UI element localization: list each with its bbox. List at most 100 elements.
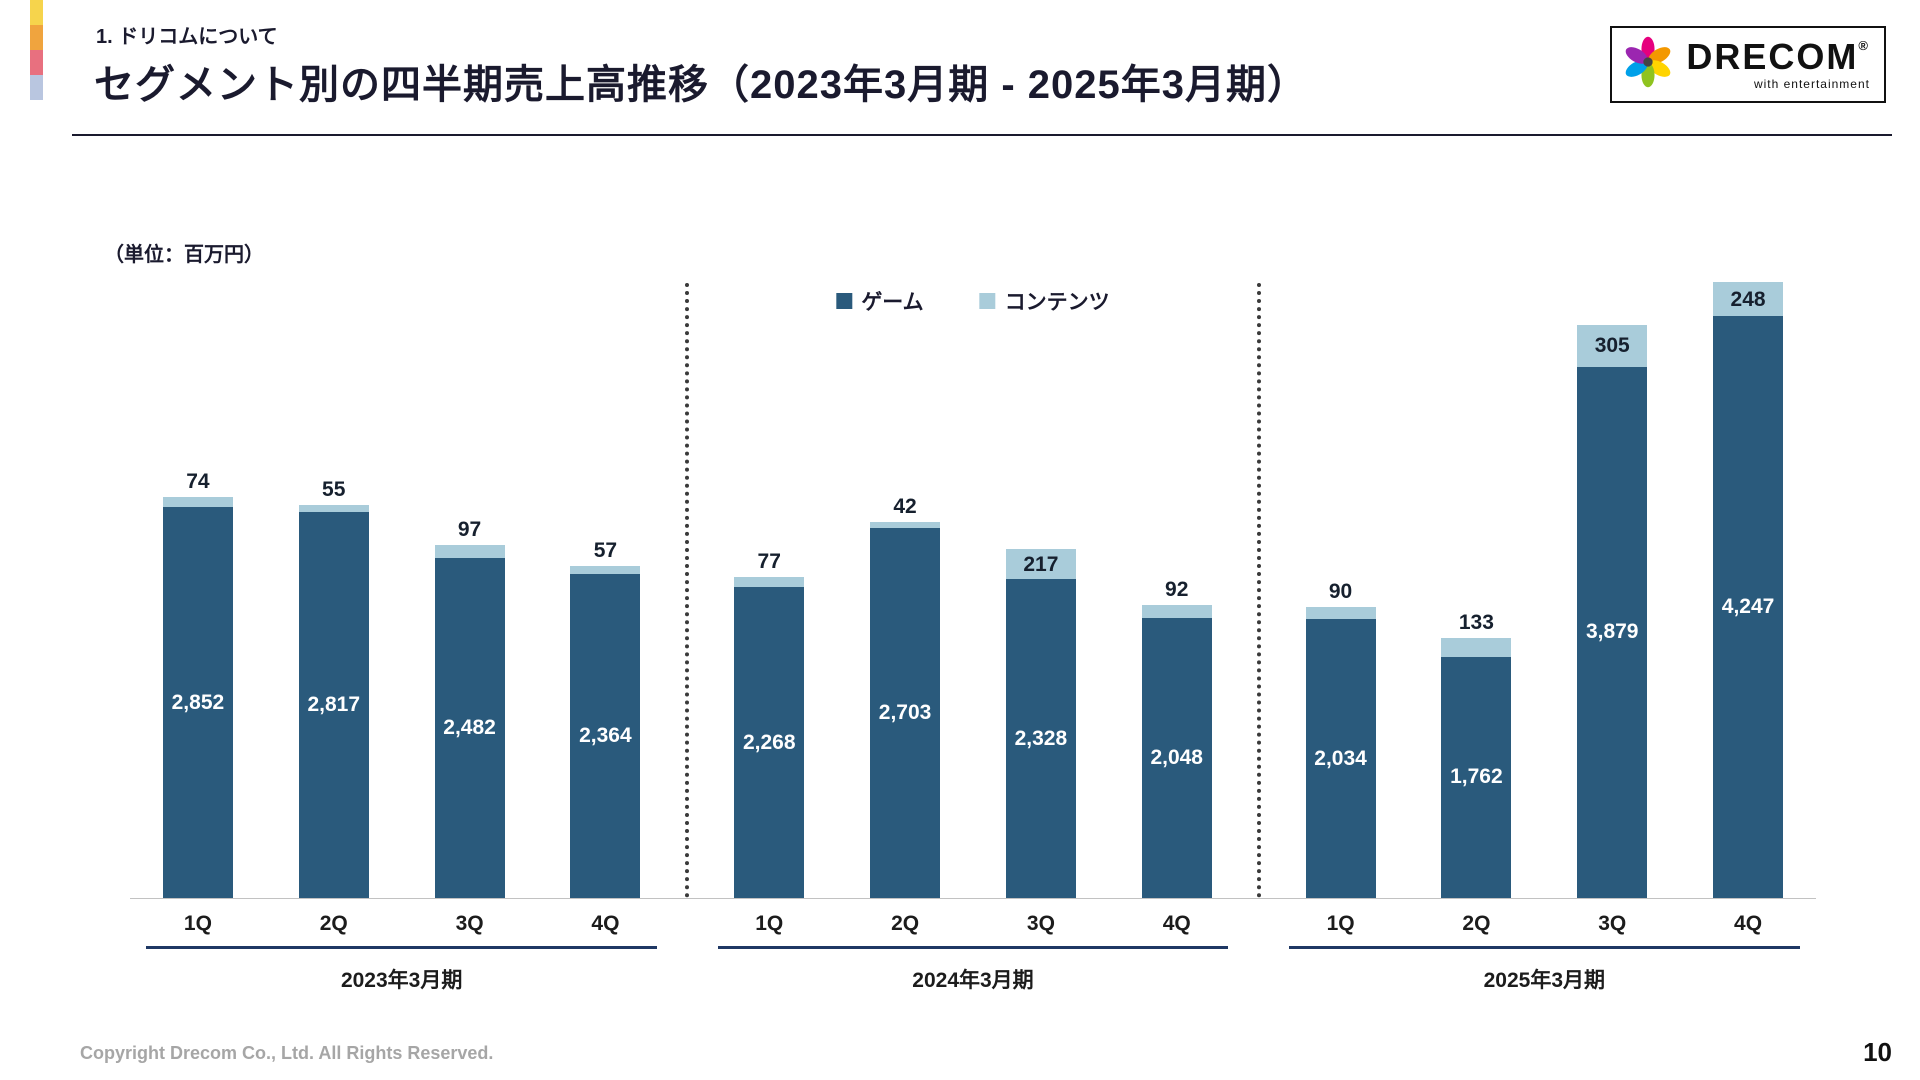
bar-column: 57 2,364 <box>537 268 673 898</box>
axis-label-quarter: 1Q <box>755 912 784 935</box>
bar-stack: 90 2,034 <box>1305 581 1376 898</box>
bar-stack: 133 1,762 <box>1441 612 1512 898</box>
fiscal-year-separator <box>1256 283 1261 898</box>
bars-row: 90 2,034 133 1,762 305 3,879 248 4,247 <box>1273 268 1816 898</box>
axis-label-quarter: 2Q <box>319 912 348 935</box>
fiscal-year-underline <box>1288 946 1800 949</box>
bar-value-label-contents: 217 <box>1023 552 1059 576</box>
legend-item-game: ゲーム <box>836 286 924 316</box>
bar-column: 248 4,247 <box>1680 268 1816 898</box>
quarterly-revenue-bar-chart: ゲーム コンテンツ 74 2,852 55 2,817 97 2,482 57 2,364 1Q… <box>130 268 1816 994</box>
bar-value-label-game: 2,703 <box>878 700 932 724</box>
bar-segment-game: 2,328 <box>1005 579 1076 898</box>
x-axis-line <box>130 898 1816 899</box>
bar-value-label-contents: 133 <box>1458 611 1494 635</box>
bar-value-label-game: 3,879 <box>1585 620 1639 644</box>
fiscal-year-group: 90 2,034 133 1,762 305 3,879 248 4,247 1Q 2Q 3Q 4Q 2… <box>1273 268 1816 994</box>
bar-column: 92 2,048 <box>1109 268 1245 898</box>
fiscal-year-label: 2024年3月期 <box>912 969 1034 992</box>
fiscal-year-group: 77 2,268 42 2,703 217 2,328 92 2,048 1Q 2Q 3Q 4Q 202… <box>701 268 1244 994</box>
logo-text: DRECOM® with entertainment <box>1686 35 1870 91</box>
axis-label-quarter: 4Q <box>591 912 620 935</box>
bar-segment-contents <box>1141 604 1212 618</box>
bar-column: 217 2,328 <box>973 268 1109 898</box>
axis-label-quarter: 3Q <box>1026 912 1055 935</box>
bar-groups: 74 2,852 55 2,817 97 2,482 57 2,364 1Q 2Q 3Q 4Q 2023… <box>130 268 1816 994</box>
flower-icon <box>1620 34 1676 95</box>
bar-value-label-contents: 74 <box>186 470 210 494</box>
bar-segment-game: 2,482 <box>434 558 505 898</box>
bar-stack: 305 3,879 <box>1577 324 1648 898</box>
bar-value-label-game: 2,364 <box>579 724 632 748</box>
fiscal-year-group: 74 2,852 55 2,817 97 2,482 57 2,364 1Q 2Q 3Q 4Q 2023… <box>130 268 673 994</box>
bar-column: 305 3,879 <box>1544 268 1680 898</box>
legend-swatch-game <box>836 293 853 309</box>
bar-value-label-contents: 42 <box>893 495 917 519</box>
header-divider <box>72 134 1892 136</box>
bar-value-label-game: 2,482 <box>443 716 496 740</box>
bar-value-label-contents: 90 <box>1328 580 1353 604</box>
bar-value-label-contents: 97 <box>457 517 482 541</box>
bar-column: 74 2,852 <box>130 268 266 898</box>
bar-value-label-contents: 57 <box>593 539 618 563</box>
accent-stripe-segment <box>30 75 43 100</box>
bars-row: 77 2,268 42 2,703 217 2,328 92 2,048 <box>701 268 1244 898</box>
bar-value-label-game: 1,762 <box>1450 765 1503 789</box>
bar-segment-game: 2,852 <box>162 507 233 898</box>
axis-label-quarter: 4Q <box>1162 912 1191 935</box>
section-kicker: 1. ドリコムについて <box>96 26 278 48</box>
bar-segment-contents <box>162 497 233 508</box>
bar-stack: 74 2,852 <box>162 471 233 898</box>
bar-segment-game: 2,817 <box>298 512 369 898</box>
axis-label-quarter: 2Q <box>891 912 920 935</box>
chart-legend: ゲーム コンテンツ <box>836 286 1110 316</box>
axis-label-quarter: 2Q <box>1462 912 1491 935</box>
bar-segment-contents <box>434 544 505 559</box>
bar-segment-game: 1,762 <box>1441 656 1512 898</box>
bar-segment-game: 2,048 <box>1141 617 1212 898</box>
legend-label-contents: コンテンツ <box>1004 291 1110 314</box>
fiscal-year-separator <box>685 283 690 898</box>
fiscal-year-label: 2023年3月期 <box>340 969 463 992</box>
bar-segment-game: 3,879 <box>1577 366 1648 898</box>
axis-label-quarter: 3Q <box>455 912 484 935</box>
bar-column: 55 2,817 <box>266 268 402 898</box>
bar-value-label-game: 4,247 <box>1721 595 1775 619</box>
bar-value-label-game: 2,048 <box>1150 745 1203 769</box>
unit-label: （単位：百万円） <box>104 244 264 266</box>
bar-segment-contents <box>734 576 805 588</box>
bar-segment-contents <box>1305 607 1376 620</box>
bar-segment-contents <box>1441 638 1512 657</box>
logo-wordmark: DRECOM® <box>1686 35 1870 77</box>
fiscal-year-label: 2025年3月期 <box>1483 969 1606 992</box>
bar-segment-contents <box>870 522 941 528</box>
bar-value-label-contents: 55 <box>322 477 346 501</box>
bar-value-label-game: 2,817 <box>307 693 361 717</box>
bar-stack: 248 4,247 <box>1713 282 1784 898</box>
bar-segment-contents <box>298 504 369 513</box>
bar-stack: 92 2,048 <box>1141 579 1212 898</box>
bar-value-label-contents: 248 <box>1730 287 1766 311</box>
axis-label-quarter: 3Q <box>1598 912 1627 935</box>
legend-swatch-contents <box>979 293 996 309</box>
accent-stripe-segment <box>30 0 43 25</box>
bars-row: 74 2,852 55 2,817 97 2,482 57 2,364 <box>130 268 673 898</box>
bar-value-label-contents: 92 <box>1165 577 1189 601</box>
quarter-labels-row: 1Q 2Q 3Q 4Q <box>701 912 1244 936</box>
axis-label-quarter: 1Q <box>183 912 212 935</box>
bar-segment-game: 2,703 <box>870 527 941 898</box>
bar-column: 133 1,762 <box>1408 268 1544 898</box>
bar-value-label-game: 2,268 <box>742 730 796 754</box>
bar-segment-game: 2,268 <box>734 587 805 898</box>
drecom-logo: DRECOM® with entertainment <box>1610 26 1886 103</box>
bar-stack: 97 2,482 <box>434 519 505 898</box>
quarter-labels-row: 1Q 2Q 3Q 4Q <box>130 912 673 936</box>
bar-segment-game: 4,247 <box>1713 316 1784 898</box>
fiscal-year-underline <box>146 946 658 949</box>
legend-item-contents: コンテンツ <box>979 286 1110 316</box>
registered-mark: ® <box>1858 37 1870 53</box>
page-title: セグメント別の四半期売上高推移（2023年3月期 - 2025年3月期） <box>94 63 1309 107</box>
axis-label-quarter: 4Q <box>1734 912 1763 935</box>
bar-column: 97 2,482 <box>402 268 538 898</box>
